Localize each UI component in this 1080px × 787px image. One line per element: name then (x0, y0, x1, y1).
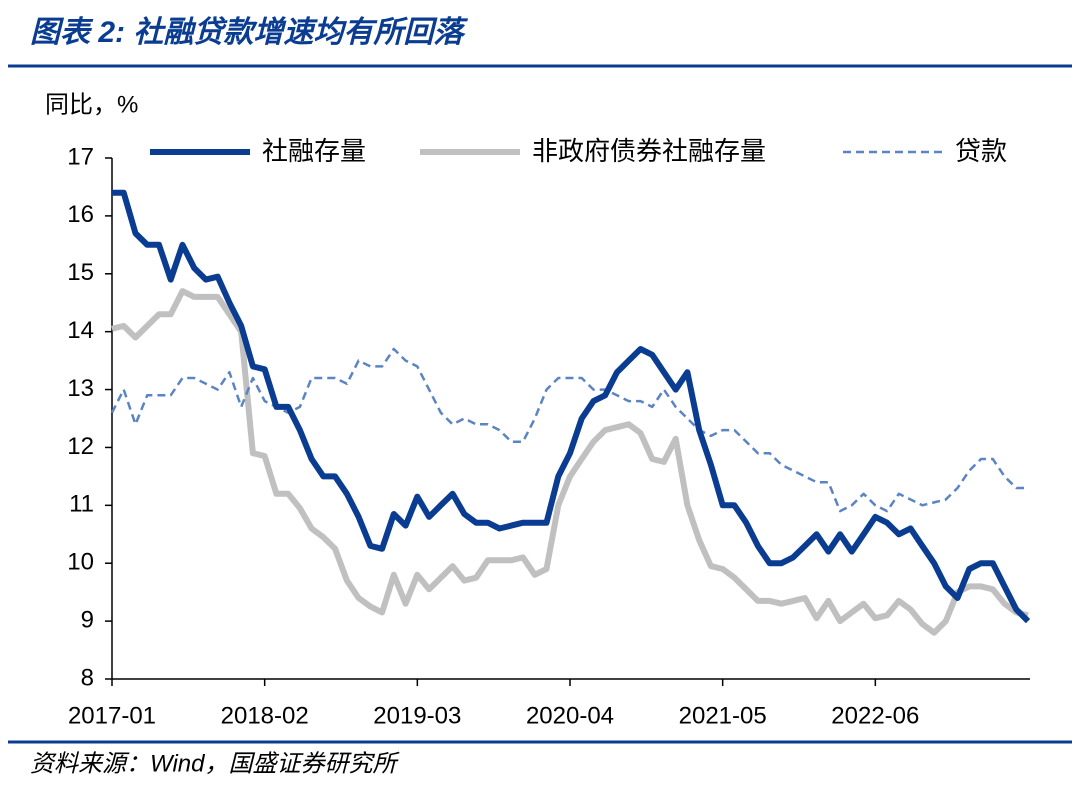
legend-label: 社融存量 (262, 136, 366, 166)
series-line (112, 189, 1031, 624)
y-tick-label: 13 (67, 375, 94, 402)
y-tick-label: 10 (67, 549, 94, 576)
series-line (110, 347, 1028, 513)
x-tick-label: 2017-01 (68, 702, 156, 729)
x-tick-label: 2022-06 (831, 702, 919, 729)
y-tick-label: 11 (69, 491, 94, 518)
y-tick-label: 17 (67, 143, 94, 170)
y-tick-label: 16 (67, 201, 94, 228)
series-line (111, 288, 1029, 636)
source: 资料来源：Wind，国盛证券研究所 (30, 750, 400, 777)
y-tick-label: 15 (67, 259, 94, 286)
chart-title: 图表 2: 社融贷款增速均有所回落 (30, 16, 468, 49)
y-axis-label: 同比，% (45, 91, 138, 118)
x-tick-label: 2020-04 (526, 702, 614, 729)
legend-label: 贷款 (955, 136, 1007, 166)
legend-label: 非政府债券社融存量 (532, 136, 766, 166)
y-tick-label: 9 (81, 606, 94, 633)
x-tick-label: 2019-03 (373, 702, 461, 729)
x-tick-label: 2018-02 (221, 702, 309, 729)
x-tick-label: 2021-05 (679, 702, 767, 729)
y-tick-label: 12 (67, 433, 94, 460)
y-tick-label: 8 (81, 664, 94, 691)
y-tick-label: 14 (67, 317, 94, 344)
